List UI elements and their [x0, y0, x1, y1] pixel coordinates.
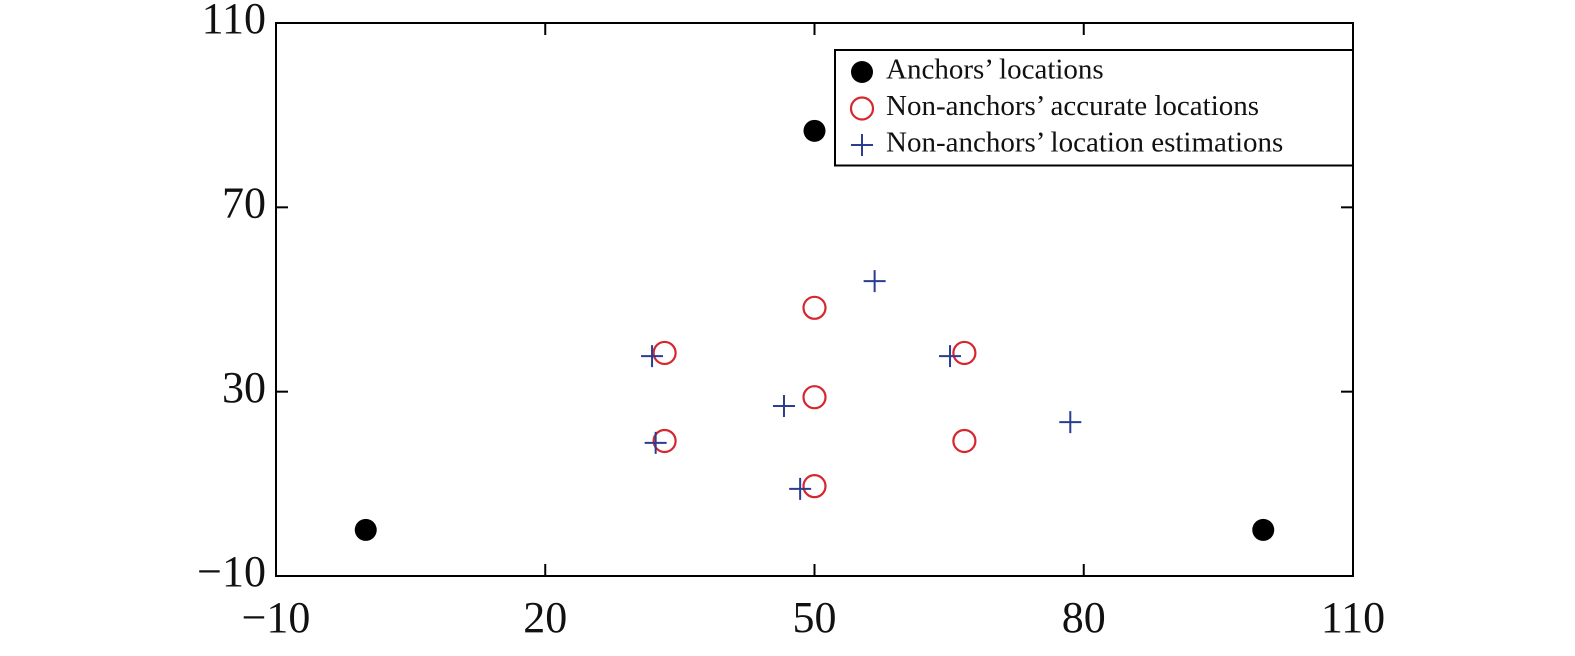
estimate-point: [789, 477, 812, 500]
legend-marker: [851, 134, 873, 156]
estimate-point: [1059, 411, 1082, 434]
legend-marker: [851, 61, 873, 83]
estimate-point: [939, 345, 962, 368]
estimate-point: [641, 345, 664, 368]
x-tick-label: 110: [1321, 593, 1385, 642]
y-tick-label: 70: [222, 178, 266, 227]
accurate-point: [652, 428, 677, 454]
anchor-point: [354, 518, 377, 541]
x-tick-label: 80: [1062, 593, 1106, 642]
accurate-point: [802, 385, 827, 410]
accurate-point: [802, 474, 827, 499]
legend-label: Non-anchors’ location estimations: [886, 127, 1283, 159]
anchor-point: [1252, 518, 1275, 541]
estimate-point: [863, 270, 886, 293]
legend-box: [834, 49, 1354, 167]
accurate-point: [952, 340, 977, 366]
accurate-point: [652, 340, 677, 366]
y-tick-label: 110: [202, 0, 266, 43]
estimate-point: [644, 431, 667, 454]
accurate-point: [952, 428, 977, 454]
legend-label: Anchors’ locations: [886, 54, 1104, 86]
x-tick-label: 20: [523, 593, 567, 642]
accurate-point: [802, 295, 827, 320]
legend-label: Non-anchors’ accurate locations: [886, 90, 1259, 122]
y-tick-label: 30: [222, 363, 266, 412]
estimate-point: [772, 394, 795, 417]
x-tick-label: 50: [793, 593, 837, 642]
x-tick-label: −10: [242, 593, 311, 642]
y-tick-label: −10: [197, 547, 266, 596]
legend-marker: [849, 96, 875, 121]
anchor-point: [803, 119, 826, 142]
